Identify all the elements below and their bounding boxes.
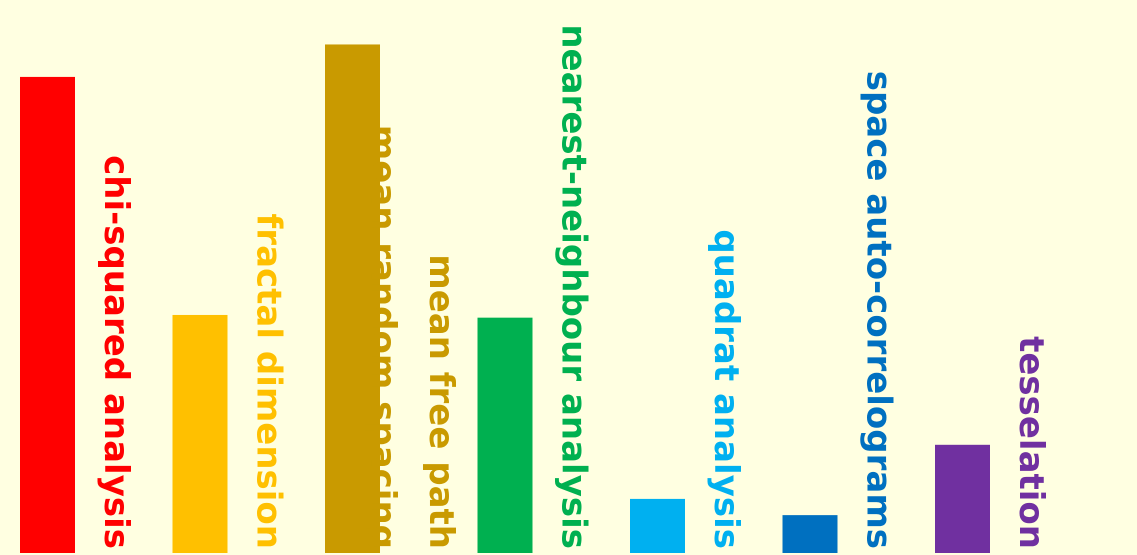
bar-quadrat-analysis bbox=[630, 498, 685, 553]
bar-nearest-neighbour-analysis bbox=[477, 317, 533, 553]
bar-label-fractal-dimension: fractal dimension bbox=[249, 214, 289, 549]
bar-label-chi-squared-analysis: chi-squared analysis bbox=[96, 155, 136, 549]
bar-label-mean-free-path: mean free path bbox=[421, 254, 461, 549]
bar-space-auto-correlograms bbox=[782, 515, 838, 553]
labels-group: chi-squared analysis fractal dimension mea… bbox=[96, 24, 1051, 549]
bar-label-nearest-neighbour-analysis: nearest-neighbour analysis bbox=[554, 24, 594, 549]
bar-tesselation bbox=[935, 444, 990, 553]
bars-group bbox=[20, 44, 990, 554]
bar-chi-squared-analysis bbox=[20, 76, 75, 554]
bar-label-quadrat-analysis: quadrat analysis bbox=[706, 229, 746, 549]
bar-label-space-auto-correlograms: space auto-correlograms bbox=[859, 71, 899, 549]
bar-mean-random-spacing bbox=[325, 44, 380, 554]
bar-fractal-dimension bbox=[172, 314, 228, 553]
bar-label-mean-random-spacing: mean random spacing bbox=[363, 125, 403, 549]
bar-label-tesselation: tesselation bbox=[1011, 336, 1051, 549]
